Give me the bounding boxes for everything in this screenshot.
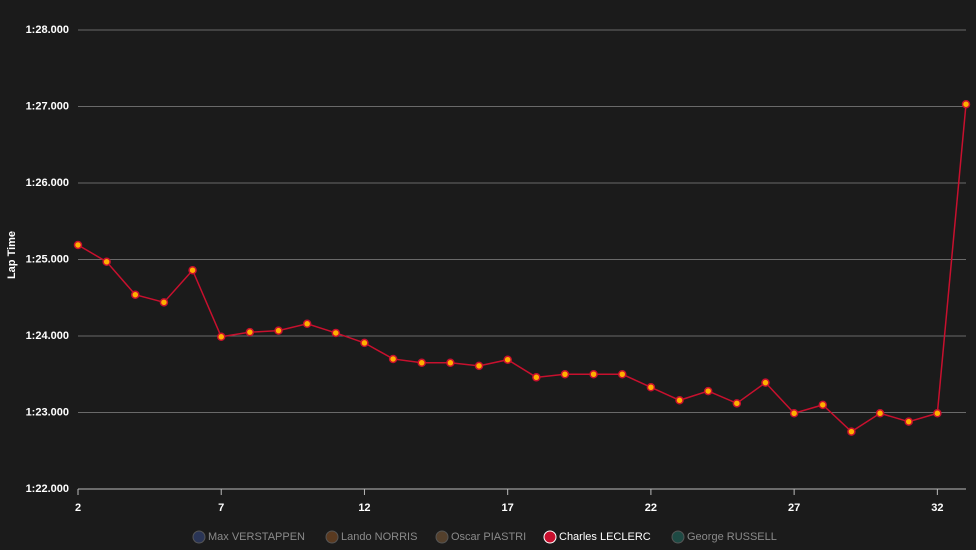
x-tick-label: 7 [218, 502, 224, 514]
legend-marker[interactable] [671, 530, 685, 544]
point [560, 370, 570, 379]
point [274, 326, 283, 335]
legend-marker[interactable] [543, 530, 557, 544]
point [446, 358, 455, 368]
point [818, 400, 828, 410]
y-tick-label: 1:26.000 [26, 177, 69, 189]
point [216, 332, 226, 342]
point [102, 257, 111, 267]
point [789, 409, 799, 418]
point [933, 409, 942, 418]
legend-marker[interactable] [192, 530, 206, 544]
point [703, 386, 713, 396]
x-tick-label: 27 [788, 502, 800, 514]
point [847, 427, 856, 436]
legend-marker[interactable] [435, 530, 449, 544]
point [131, 290, 140, 299]
x-tick-label: 32 [931, 502, 943, 514]
series-line [77, 104, 967, 433]
legend-label[interactable]: Lando NORRIS [341, 531, 417, 543]
point [73, 240, 83, 250]
y-tick-label: 1:25.000 [26, 253, 69, 265]
y-tick-label: 1:28.000 [26, 24, 69, 36]
point [360, 338, 369, 348]
x-tick-label: 22 [645, 502, 657, 514]
legend-label[interactable]: Charles LECLERC [559, 531, 651, 543]
y-tick-label: 1:27.000 [26, 100, 69, 112]
point [875, 409, 885, 418]
point [159, 298, 169, 307]
point [532, 373, 541, 382]
point [474, 361, 484, 371]
legend-label[interactable]: Max VERSTAPPEN [208, 531, 305, 543]
point [331, 328, 341, 338]
point [761, 378, 770, 387]
y-tick-label: 1:24.000 [26, 330, 69, 342]
legend-label[interactable]: Oscar PIASTRI [451, 531, 526, 543]
point [188, 265, 197, 275]
legend-marker[interactable] [325, 530, 339, 544]
point [388, 354, 398, 364]
point [503, 355, 512, 364]
point [417, 358, 426, 368]
point [302, 319, 312, 329]
point [675, 396, 684, 405]
y-tick-label: 1:22.000 [26, 483, 69, 495]
point [245, 327, 255, 337]
x-tick-label: 17 [502, 502, 514, 514]
x-tick-label: 2 [75, 502, 81, 514]
x-tick-label: 12 [358, 502, 370, 514]
y-axis-label: Lap Time [6, 231, 18, 279]
y-tick-label: 1:23.000 [26, 406, 69, 418]
point [646, 383, 656, 392]
point [961, 99, 971, 109]
point [904, 417, 913, 426]
legend-label[interactable]: George RUSSELL [687, 531, 777, 543]
point [732, 399, 742, 408]
point [589, 370, 598, 379]
point [618, 370, 627, 379]
